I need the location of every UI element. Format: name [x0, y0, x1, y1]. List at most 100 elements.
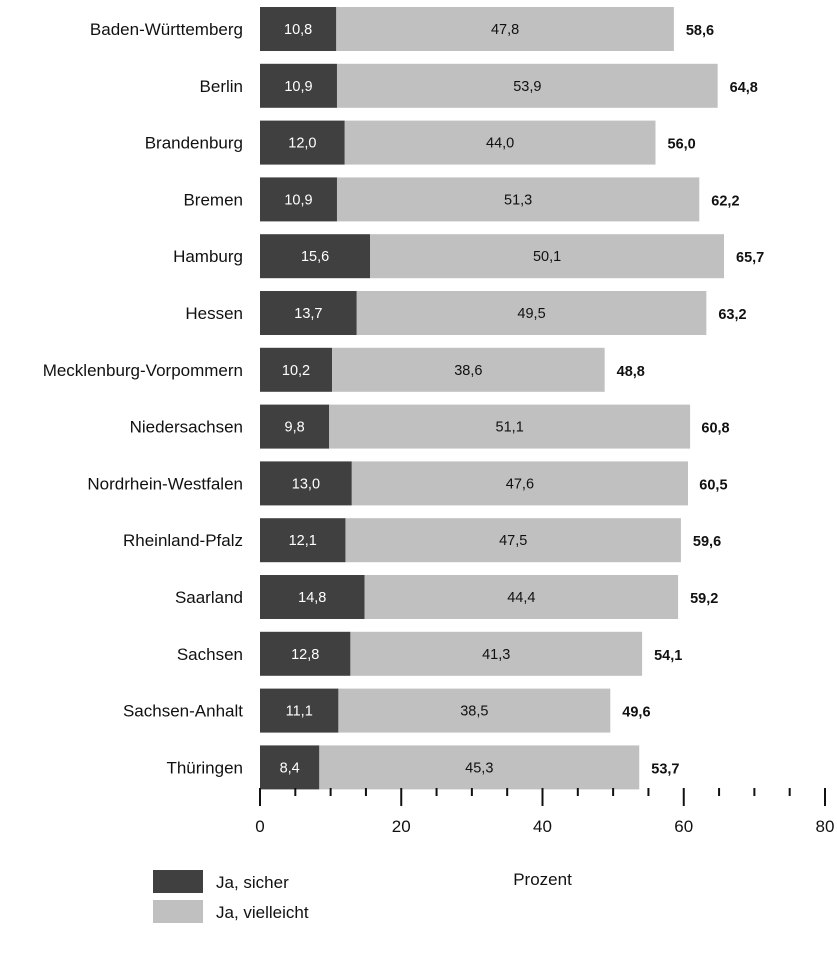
bar-row: Thüringen 8,4 45,3 53,7 [166, 745, 679, 790]
category-label: Mecklenburg-Vorpommern [43, 361, 243, 380]
bar-segment-ja-sicher [260, 575, 365, 619]
bar-segment-ja-sicher [260, 404, 330, 449]
bar-segment-ja-vielleicht [319, 745, 640, 790]
legend-swatch [153, 870, 203, 893]
total-value-label: 62,2 [711, 193, 739, 209]
category-label: Hamburg [173, 247, 243, 266]
bar-segment-ja-sicher [260, 461, 352, 506]
category-label: Hessen [185, 304, 243, 323]
segment-value-label: 14,8 [298, 590, 326, 606]
total-value-label: 58,6 [686, 23, 714, 39]
bar-segment-ja-vielleicht [329, 404, 691, 449]
bar-row: Mecklenburg-Vorpommern 10,2 38,6 48,8 [43, 347, 645, 392]
category-label: Rheinland-Pfalz [123, 531, 243, 550]
segment-value-label: 47,8 [491, 22, 519, 38]
total-value-label: 49,6 [622, 705, 650, 721]
segment-value-label: 41,3 [482, 647, 510, 663]
bar-row: Berlin 10,9 53,9 64,8 [200, 63, 758, 108]
bar-row: Rheinland-Pfalz 12,1 47,5 59,6 [123, 518, 721, 563]
bar-segment-ja-sicher [260, 120, 345, 165]
segment-value-label: 13,0 [292, 476, 320, 492]
segment-value-label: 51,3 [504, 192, 532, 208]
segment-value-label: 10,9 [284, 192, 312, 208]
total-value-label: 60,5 [699, 477, 727, 493]
category-label: Berlin [200, 77, 243, 96]
x-tick-label: 80 [816, 817, 835, 836]
total-value-label: 59,6 [693, 534, 721, 550]
segment-value-label: 49,5 [517, 306, 545, 322]
x-tick-label: 20 [392, 817, 411, 836]
bar-segment-ja-sicher [260, 688, 339, 733]
bar-segment-ja-sicher [260, 745, 320, 790]
bar-segment-ja-sicher [260, 347, 333, 392]
bar-segment-ja-sicher [260, 63, 337, 108]
total-value-label: 54,1 [654, 648, 682, 664]
category-label: Saarland [175, 588, 243, 607]
segment-value-label: 53,9 [513, 79, 541, 95]
category-label: Sachsen-Anhalt [123, 702, 243, 721]
bar-segment-ja-vielleicht [338, 688, 611, 733]
segment-value-label: 45,3 [465, 760, 493, 776]
category-label: Brandenburg [145, 134, 243, 153]
bar-row: Saarland 14,8 44,4 59,2 [175, 575, 718, 619]
bar-row: Brandenburg 12,0 44,0 56,0 [145, 120, 696, 165]
x-axis-title: Prozent [513, 870, 572, 889]
bar-row: Hessen 13,7 49,5 63,2 [185, 291, 747, 335]
bar-segment-ja-sicher [260, 7, 337, 51]
segment-value-label: 47,6 [506, 476, 534, 492]
category-label: Thüringen [166, 758, 243, 777]
x-tick-label: 0 [255, 817, 264, 836]
category-label: Sachsen [177, 645, 243, 664]
segment-value-label: 8,4 [280, 760, 300, 776]
bar-row: Sachsen-Anhalt 11,1 38,5 49,6 [123, 688, 651, 733]
total-value-label: 53,7 [651, 761, 679, 777]
bar-segment-ja-sicher [260, 518, 346, 563]
bar-segment-ja-sicher [260, 177, 337, 222]
segment-value-label: 51,1 [496, 420, 524, 436]
bar-row: Baden-Württemberg 10,8 47,8 58,6 [90, 7, 714, 51]
category-label: Bremen [183, 190, 243, 209]
x-axis: 0 20 40 60 80 [255, 788, 834, 836]
legend-swatch [153, 900, 203, 923]
bar-segment-ja-vielleicht [370, 234, 725, 279]
bar-row: Hamburg 15,6 50,1 65,7 [173, 234, 764, 279]
segment-value-label: 44,4 [507, 590, 535, 606]
bars-group: Baden-Württemberg 10,8 47,8 58,6 Berlin 10,9 5… [43, 7, 764, 790]
segment-value-label: 50,1 [533, 249, 561, 265]
bar-row: Sachsen 12,8 41,3 54,1 [177, 631, 682, 676]
legend: Ja, sicher Ja, vielleicht [153, 870, 309, 923]
x-tick-label: 40 [533, 817, 552, 836]
bar-segment-ja-vielleicht [351, 461, 688, 506]
legend-label: Ja, vielleicht [216, 903, 309, 922]
total-value-label: 60,8 [701, 421, 729, 437]
segment-value-label: 13,7 [294, 306, 322, 322]
bar-segment-ja-sicher [260, 234, 371, 279]
total-value-label: 64,8 [730, 80, 758, 96]
segment-value-label: 38,6 [454, 363, 482, 379]
total-value-label: 59,2 [690, 591, 718, 607]
bar-segment-ja-sicher [260, 291, 357, 335]
total-value-label: 65,7 [736, 250, 764, 266]
x-tick-label: 60 [674, 817, 693, 836]
bar-segment-ja-vielleicht [345, 518, 681, 563]
total-value-label: 56,0 [668, 137, 696, 153]
category-label: Baden-Württemberg [90, 20, 243, 39]
bar-segment-ja-sicher [260, 631, 351, 676]
bar-segment-ja-vielleicht [344, 120, 656, 165]
bar-segment-ja-vielleicht [332, 347, 605, 392]
bar-segment-ja-vielleicht [350, 631, 643, 676]
segment-value-label: 12,8 [291, 647, 319, 663]
segment-value-label: 9,8 [285, 420, 305, 436]
segment-value-label: 11,1 [286, 704, 313, 720]
bar-row: Bremen 10,9 51,3 62,2 [183, 177, 740, 222]
category-label: Niedersachsen [130, 418, 243, 437]
total-value-label: 63,2 [718, 307, 746, 323]
bar-segment-ja-vielleicht [356, 291, 707, 335]
segment-value-label: 47,5 [499, 533, 527, 549]
segment-value-label: 10,8 [284, 22, 312, 38]
segment-value-label: 38,5 [460, 704, 488, 720]
segment-value-label: 10,2 [282, 363, 310, 379]
segment-value-label: 12,0 [288, 136, 316, 152]
segment-value-label: 12,1 [289, 533, 317, 549]
